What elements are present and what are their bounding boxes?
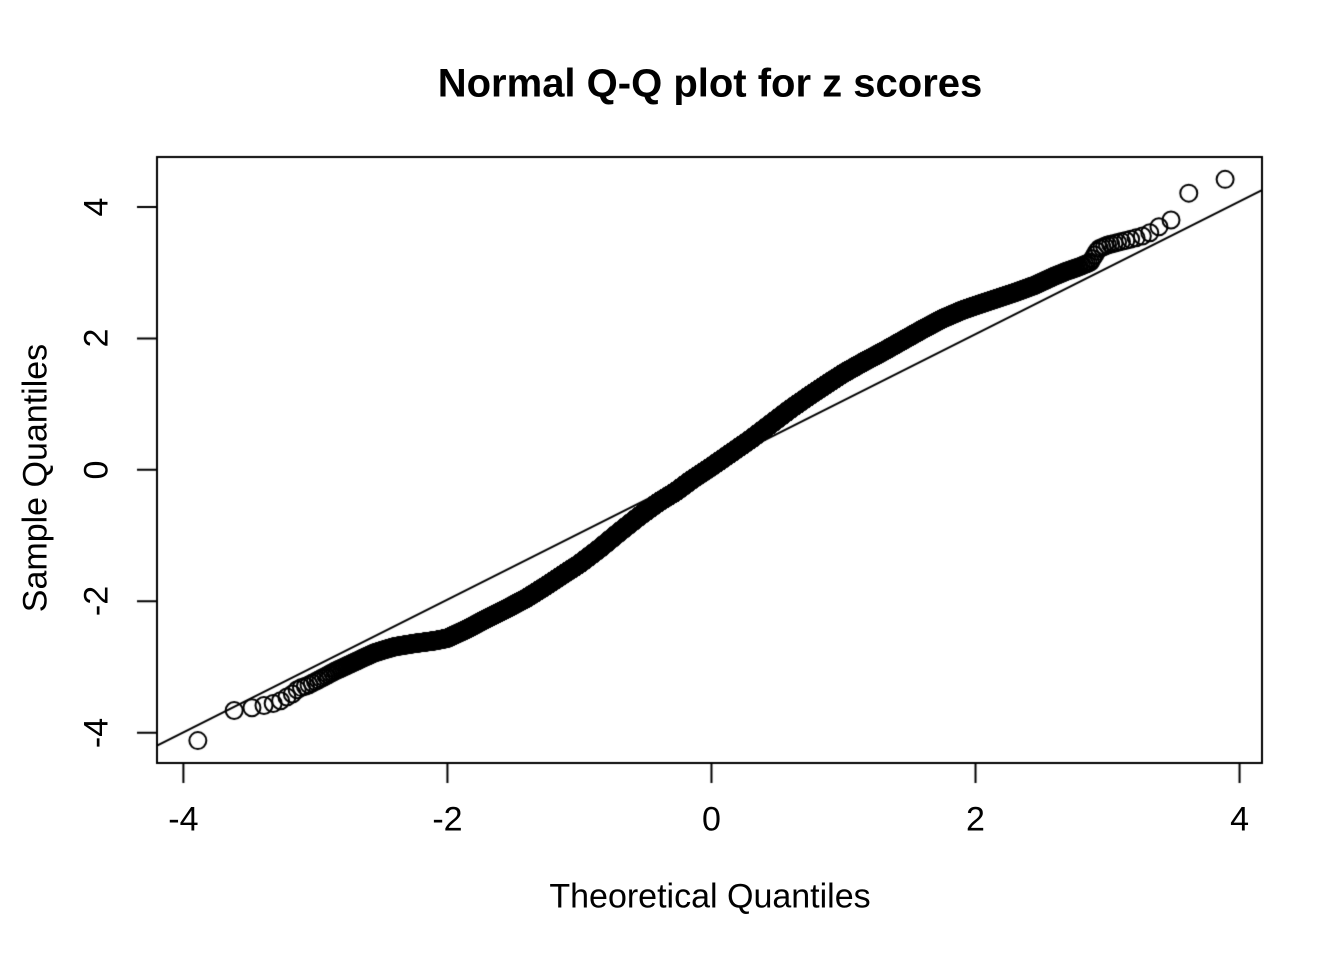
y-axis-title: Sample Quantiles [16, 343, 55, 613]
x-axis-title: Theoretical Quantiles [549, 877, 871, 916]
x-tick-label: -4 [168, 800, 199, 839]
x-tick-label: 2 [966, 800, 985, 839]
x-tick-label: 0 [702, 800, 721, 839]
chart-title: Normal Q-Q plot for z scores [437, 61, 983, 106]
x-tick-label: 4 [1230, 800, 1250, 839]
y-tick-label: 0 [77, 460, 116, 480]
x-tick-label: -2 [432, 800, 463, 839]
y-tick-label: 4 [77, 197, 116, 217]
y-tick-label: -2 [77, 586, 116, 617]
y-tick-label: 2 [77, 328, 116, 348]
y-tick-label: -4 [77, 717, 116, 748]
